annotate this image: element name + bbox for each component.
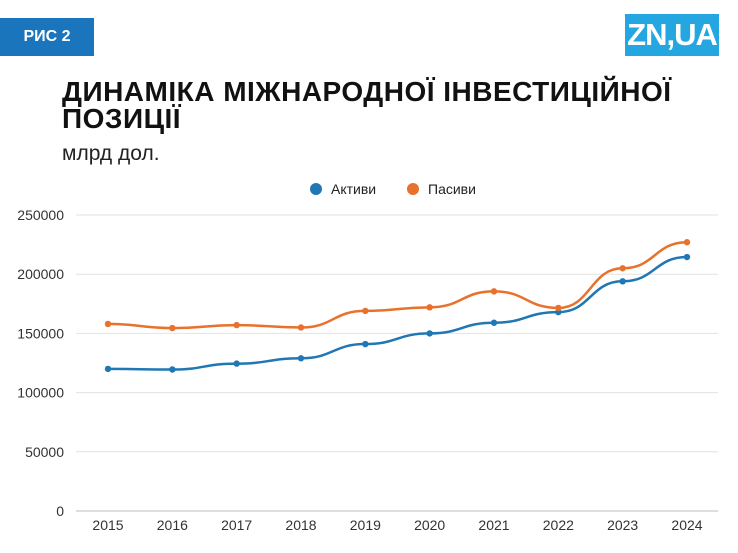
- x-tick-label: 2023: [607, 517, 638, 533]
- data-point: [297, 355, 305, 362]
- x-tick-label: 2018: [285, 517, 316, 533]
- data-point: [104, 320, 112, 328]
- x-tick-label: 2021: [478, 517, 509, 533]
- y-tick-label: 100000: [17, 385, 64, 401]
- data-point: [490, 288, 498, 295]
- data-point: [683, 253, 691, 261]
- data-point: [619, 265, 626, 272]
- x-tick-label: 2017: [221, 517, 252, 533]
- data-point: [169, 366, 176, 373]
- data-point: [233, 321, 240, 329]
- data-point: [619, 278, 626, 285]
- zn-ua-logo[interactable]: ZN,UA: [625, 14, 719, 56]
- y-tick-label: 150000: [17, 325, 64, 341]
- x-tick-label: 2016: [157, 517, 188, 533]
- data-point: [362, 307, 369, 315]
- data-point: [169, 324, 176, 332]
- x-tick-label: 2019: [350, 517, 381, 533]
- x-tick-label: 2020: [414, 517, 445, 533]
- data-point: [426, 304, 433, 311]
- data-point: [233, 360, 240, 367]
- data-point: [104, 365, 112, 373]
- x-tick-label: 2024: [671, 517, 702, 533]
- data-point: [555, 304, 562, 312]
- x-tick-label: 2015: [92, 517, 123, 533]
- legend-label: Пасиви: [428, 181, 476, 197]
- x-tick-label: 2022: [543, 517, 574, 533]
- series-line-liabilities: [107, 240, 688, 330]
- y-tick-label: 200000: [17, 266, 64, 282]
- y-tick-label: 250000: [17, 207, 64, 223]
- y-tick-label: 50000: [25, 444, 64, 460]
- chart-title: ДИНАМІКА МІЖНАРОДНОЇ ІНВЕСТИЦІЙНОЇ ПОЗИЦ…: [62, 76, 672, 134]
- chart-subtitle: млрд дол.: [62, 142, 160, 165]
- series-line-assets: [107, 255, 688, 371]
- legend-marker: [310, 183, 322, 195]
- data-point: [362, 340, 369, 348]
- data-point: [426, 330, 433, 337]
- data-point: [297, 324, 305, 331]
- data-point: [490, 319, 498, 326]
- legend-marker: [407, 183, 419, 195]
- legend-label: Активи: [331, 181, 376, 197]
- data-point: [683, 239, 691, 246]
- figure-badge: РИС 2: [0, 18, 94, 56]
- y-tick-label: 0: [56, 503, 64, 519]
